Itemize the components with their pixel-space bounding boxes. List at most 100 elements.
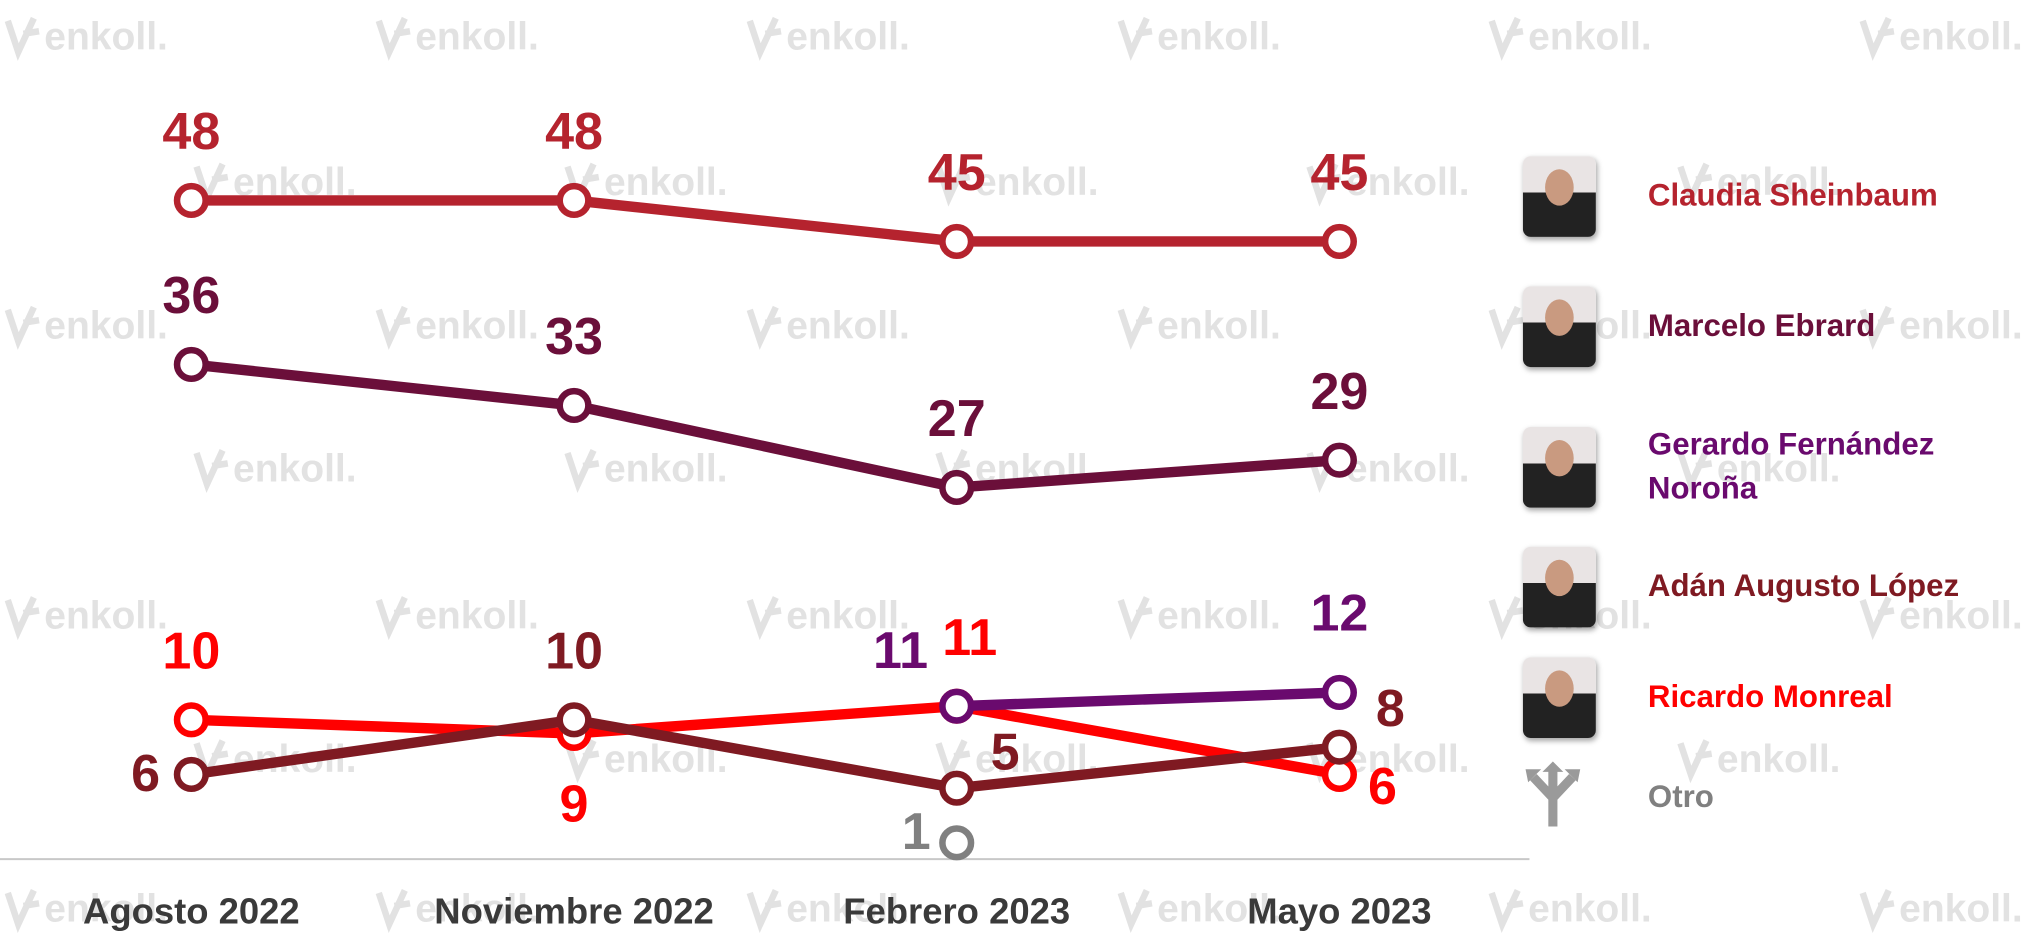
data-label: 29 xyxy=(1310,363,1368,421)
watermark: enkoll. xyxy=(786,15,910,58)
watermark-logo xyxy=(4,16,40,61)
point xyxy=(939,688,975,724)
data-label: 11 xyxy=(873,622,928,680)
watermark-logo xyxy=(1859,888,1895,934)
legend-icon xyxy=(1522,426,1596,508)
watermark-logo xyxy=(1488,305,1524,350)
data-label: 6 xyxy=(1368,758,1397,816)
legend-entry: Otro xyxy=(1523,761,1986,834)
series-line xyxy=(191,700,1341,780)
series-line xyxy=(956,687,1340,712)
x-tick-label: Mayo 2023 xyxy=(1247,890,1431,931)
watermark-logo xyxy=(564,449,600,494)
legend-icon xyxy=(1522,286,1596,368)
watermark: enkoll. xyxy=(604,161,728,204)
watermark: enkoll. xyxy=(786,887,910,930)
watermark: enkoll. xyxy=(1899,595,2023,638)
watermark-logo xyxy=(1677,162,1713,207)
watermark: enkoll. xyxy=(415,595,539,638)
otro-icon xyxy=(1525,761,1581,827)
data-label: 11 xyxy=(942,609,997,667)
watermark-logo xyxy=(746,888,782,934)
point xyxy=(173,182,209,219)
watermark-logo xyxy=(193,449,229,494)
point xyxy=(556,182,592,219)
watermark-logo xyxy=(935,162,971,207)
data-label: 10 xyxy=(162,622,220,680)
watermark-logo xyxy=(4,596,40,641)
watermark: enkoll. xyxy=(1346,738,1470,781)
watermark: enkoll. xyxy=(1157,887,1281,930)
watermark: enkoll. xyxy=(1346,161,1470,204)
watermark: enkoll. xyxy=(1899,15,2023,58)
point xyxy=(939,770,975,806)
series-line xyxy=(191,195,1340,247)
watermark-logo xyxy=(1488,888,1524,934)
watermark-logo xyxy=(1488,596,1524,641)
watermark-logo xyxy=(1117,888,1153,934)
watermark-logo xyxy=(746,305,782,350)
legend-icon xyxy=(1523,761,1596,834)
data-label: 10 xyxy=(545,622,603,680)
legend-entry: Marcelo Ebrard xyxy=(1522,286,1986,368)
legend-label: Adán Augusto López xyxy=(1647,568,1960,604)
point xyxy=(556,387,592,424)
data-label: 45 xyxy=(928,144,986,202)
watermark: enkoll. xyxy=(1717,738,1841,781)
point xyxy=(939,469,975,506)
watermark-logo xyxy=(746,16,782,61)
watermark: enkoll. xyxy=(1346,448,1470,491)
series-line xyxy=(190,359,1340,493)
legend-label: Ricardo Monreal xyxy=(1647,679,1893,715)
point xyxy=(1321,223,1357,260)
legend-icon xyxy=(1522,657,1596,739)
legend-entry: Claudia Sheinbaum xyxy=(1522,156,1986,237)
point xyxy=(939,223,975,260)
legend-entry: Gerardo Fernández Noroña xyxy=(1522,423,1986,512)
watermark-logo xyxy=(746,596,782,641)
legend-label: Marcelo Ebrard xyxy=(1647,308,1876,344)
watermark-logo xyxy=(1859,305,1895,350)
data-label: 48 xyxy=(545,103,603,161)
watermark-logo xyxy=(1117,305,1153,350)
watermark: enkoll. xyxy=(44,887,168,930)
watermark: enkoll. xyxy=(975,161,1099,204)
watermark: enkoll. xyxy=(44,595,168,638)
point xyxy=(173,702,209,738)
watermark: enkoll. xyxy=(786,304,910,347)
watermark: enkoll. xyxy=(44,304,168,347)
data-label: 6 xyxy=(131,745,160,803)
legend-icon xyxy=(1522,156,1596,237)
watermark-logo xyxy=(375,888,411,934)
watermark: enkoll. xyxy=(1528,15,1652,58)
x-tick-label: Noviembre 2022 xyxy=(434,890,714,931)
watermark: enkoll. xyxy=(415,304,539,347)
data-label: 45 xyxy=(1310,144,1368,202)
legend-entry: Adán Augusto López xyxy=(1522,546,1986,628)
watermark-logo xyxy=(1117,16,1153,61)
watermark: enkoll. xyxy=(1157,15,1281,58)
point xyxy=(1321,729,1357,765)
watermark: enkoll. xyxy=(1717,448,1841,491)
watermark: enkoll. xyxy=(1899,304,2023,347)
data-label: 33 xyxy=(545,308,603,366)
point xyxy=(173,346,209,383)
legend-icon xyxy=(1522,546,1596,628)
watermark-logo xyxy=(564,739,600,784)
legend-label: Claudia Sheinbaum xyxy=(1647,178,1938,214)
point xyxy=(173,756,209,793)
watermark-logo xyxy=(1859,16,1895,61)
watermark-logo xyxy=(1677,739,1713,784)
data-label: 8 xyxy=(1376,680,1405,738)
watermark-logo xyxy=(1859,596,1895,641)
watermark-logo xyxy=(375,596,411,641)
watermark: enkoll. xyxy=(1157,595,1281,638)
watermark-logo xyxy=(935,739,971,784)
watermark-logo xyxy=(1306,162,1342,207)
data-label: 12 xyxy=(1310,585,1368,643)
watermark: enkoll. xyxy=(1717,161,1841,204)
watermark-logo xyxy=(375,16,411,61)
